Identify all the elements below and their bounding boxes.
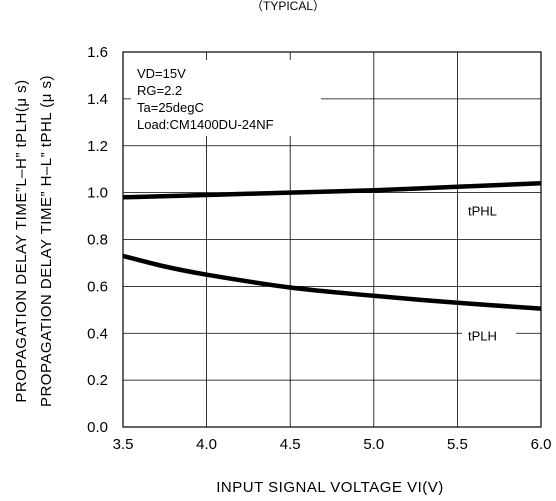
y-tick-label: 1.6 — [87, 44, 108, 61]
x-axis-ticks: 3.5 4.0 4.5 5.0 5.5 6.0 — [113, 436, 552, 453]
series-label-tphl: tPHL — [468, 203, 497, 218]
series-line-tphl — [122, 181, 542, 200]
series-group — [122, 181, 542, 311]
x-tick-label: 4.5 — [280, 436, 301, 453]
y-tick-label: 0.8 — [87, 232, 108, 249]
series-line-tplh — [122, 253, 542, 311]
y-axis-label-tphl: PROPAGATION DELAY TIME” H–L” tPHL (μ s) — [38, 75, 55, 407]
y-tick-label: 1.4 — [87, 91, 108, 108]
plot-frame — [122, 51, 542, 428]
chart-header: （TYPICAL） — [251, 0, 325, 13]
y-tick-label: 1.2 — [87, 138, 108, 155]
condition-load: Load:CM1400DU-24NF — [137, 117, 274, 132]
y-tick-label: 0.6 — [87, 278, 108, 295]
y-tick-label: 0.4 — [87, 325, 108, 342]
series-label-background — [462, 201, 516, 222]
x-tick-label: 5.0 — [363, 436, 384, 453]
x-tick-label: 5.5 — [447, 436, 468, 453]
x-axis-label: INPUT SIGNAL VOLTAGE VI(V) — [216, 479, 444, 496]
conditions-background — [131, 60, 321, 136]
condition-ta: Ta=25degC — [137, 100, 204, 115]
x-tick-label: 6.0 — [531, 436, 552, 453]
x-tick-label: 3.5 — [113, 436, 134, 453]
y-tick-label: 0.2 — [87, 372, 108, 389]
series-label-tplh: tPLH — [468, 329, 497, 344]
x-tick-label: 4.0 — [196, 436, 217, 453]
y-tick-label: 0.0 — [87, 419, 108, 436]
y-tick-label: 1.0 — [87, 185, 108, 202]
y-axis-ticks: 0.0 0.2 0.4 0.6 0.8 1.0 1.2 1.4 1.6 — [87, 44, 108, 436]
series-labels: tPHL tPLH — [462, 201, 516, 347]
condition-rg: RG=2.2 — [137, 83, 182, 98]
y-axis-label-tplh: PROPAGATION DELAY TIME”L–H” tPLH(μ s) — [13, 79, 30, 402]
condition-vd: VD=15V — [137, 66, 186, 81]
series-label-background — [462, 326, 516, 347]
